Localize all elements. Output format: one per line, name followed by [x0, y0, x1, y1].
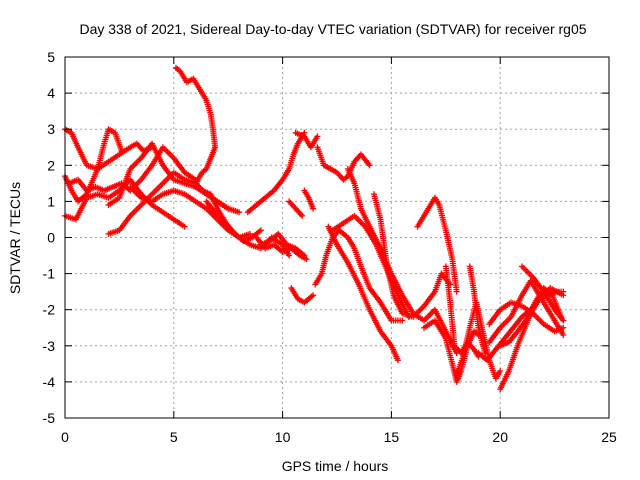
- x-tick-label: 25: [601, 429, 617, 445]
- series-track-17: [288, 285, 317, 306]
- x-tick-labels: 0 5 10 15 20 25: [61, 429, 617, 445]
- x-tick-label: 0: [61, 429, 69, 445]
- series-track-27: [453, 299, 504, 382]
- series-track-34: [486, 299, 567, 335]
- series-track-16: [301, 187, 317, 212]
- series-track-01: [62, 126, 156, 172]
- x-tick-label: 5: [170, 429, 178, 445]
- chart-title: Day 338 of 2021, Sidereal Day-to-day VTE…: [79, 21, 586, 37]
- x-tick-label: 10: [275, 429, 291, 445]
- series-track-18: [314, 144, 373, 183]
- series-track-13: [257, 230, 308, 259]
- series-track-21: [344, 165, 460, 357]
- series-track-11: [244, 129, 308, 216]
- y-tick-label: -5: [43, 410, 56, 426]
- y-tick-label: 0: [47, 230, 55, 246]
- series-track-14: [292, 129, 321, 151]
- y-tick-label: 3: [47, 121, 55, 137]
- x-tick-label: 20: [492, 429, 508, 445]
- y-tick-label: 4: [47, 85, 55, 101]
- series-track-20: [325, 223, 401, 364]
- y-tick-label: 1: [47, 193, 55, 209]
- axis-ticks: [64, 56, 610, 419]
- y-tick-label: 5: [47, 49, 55, 65]
- series-track-08: [172, 64, 219, 151]
- y-tick-label: -4: [43, 374, 56, 390]
- y-axis-label: SDTVAR / TECUs: [7, 182, 23, 294]
- x-axis-label: GPS time / hours: [282, 458, 389, 474]
- grid-lines: [65, 57, 609, 418]
- series-track-33: [518, 263, 567, 324]
- y-tick-label: 2: [47, 157, 55, 173]
- y-tick-labels: -5 -4 -3 -2 -1 0 1 2 3 4 5: [43, 49, 56, 426]
- series-track-23: [370, 191, 454, 320]
- series-track-26: [442, 263, 482, 360]
- data-points: [62, 64, 567, 393]
- series-track-28: [466, 263, 488, 357]
- y-tick-label: -2: [43, 302, 56, 318]
- y-tick-label: -1: [43, 266, 56, 282]
- series-track-32: [497, 285, 567, 349]
- series-track-03: [62, 176, 188, 230]
- series-track-24: [414, 194, 460, 295]
- x-tick-label: 15: [384, 429, 400, 445]
- series-track-15: [286, 198, 306, 219]
- y-tick-label: -3: [43, 338, 56, 354]
